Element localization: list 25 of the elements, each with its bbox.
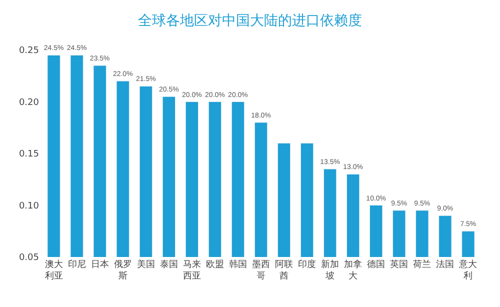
x-tick-label: 欧盟 xyxy=(206,259,224,270)
y-tick-label: 0.25 xyxy=(18,46,39,56)
x-tick-label: 泰国 xyxy=(160,259,178,270)
x-tick-label: 日本 xyxy=(90,259,109,270)
x-tick-label: 墨西哥 xyxy=(252,259,270,282)
x-tick-label: 意大利 xyxy=(458,259,478,282)
y-tick-label: 0.05 xyxy=(18,253,39,264)
x-tick-label: 俄罗斯 xyxy=(114,259,132,282)
x-tick-label: 法国 xyxy=(436,259,454,270)
x-tick-label: 美国 xyxy=(136,259,155,270)
x-tick-label: 韩国 xyxy=(228,259,247,270)
x-tick-label: 阿联酋 xyxy=(275,259,294,282)
x-tick-label: 澳大利亚 xyxy=(44,259,63,282)
x-tick-label: 新加坡 xyxy=(321,259,340,282)
x-tick-label: 马来西亚 xyxy=(182,259,201,282)
x-tick-label: 英国 xyxy=(390,259,408,270)
x-tick-label: 印尼 xyxy=(68,259,86,270)
y-tick-label: 0.20 xyxy=(18,98,40,108)
x-tick-label: 印度 xyxy=(298,259,316,270)
x-tick-label: 德国 xyxy=(367,259,386,270)
chart-title: 全球各地区对中国大陆的进口依赖度 xyxy=(138,13,362,30)
y-tick-label: 0.15 xyxy=(18,150,39,160)
x-tick-label: 加拿大 xyxy=(344,259,362,282)
y-tick-label: 0.10 xyxy=(18,201,40,212)
x-tick-label: 荷兰 xyxy=(413,259,432,270)
